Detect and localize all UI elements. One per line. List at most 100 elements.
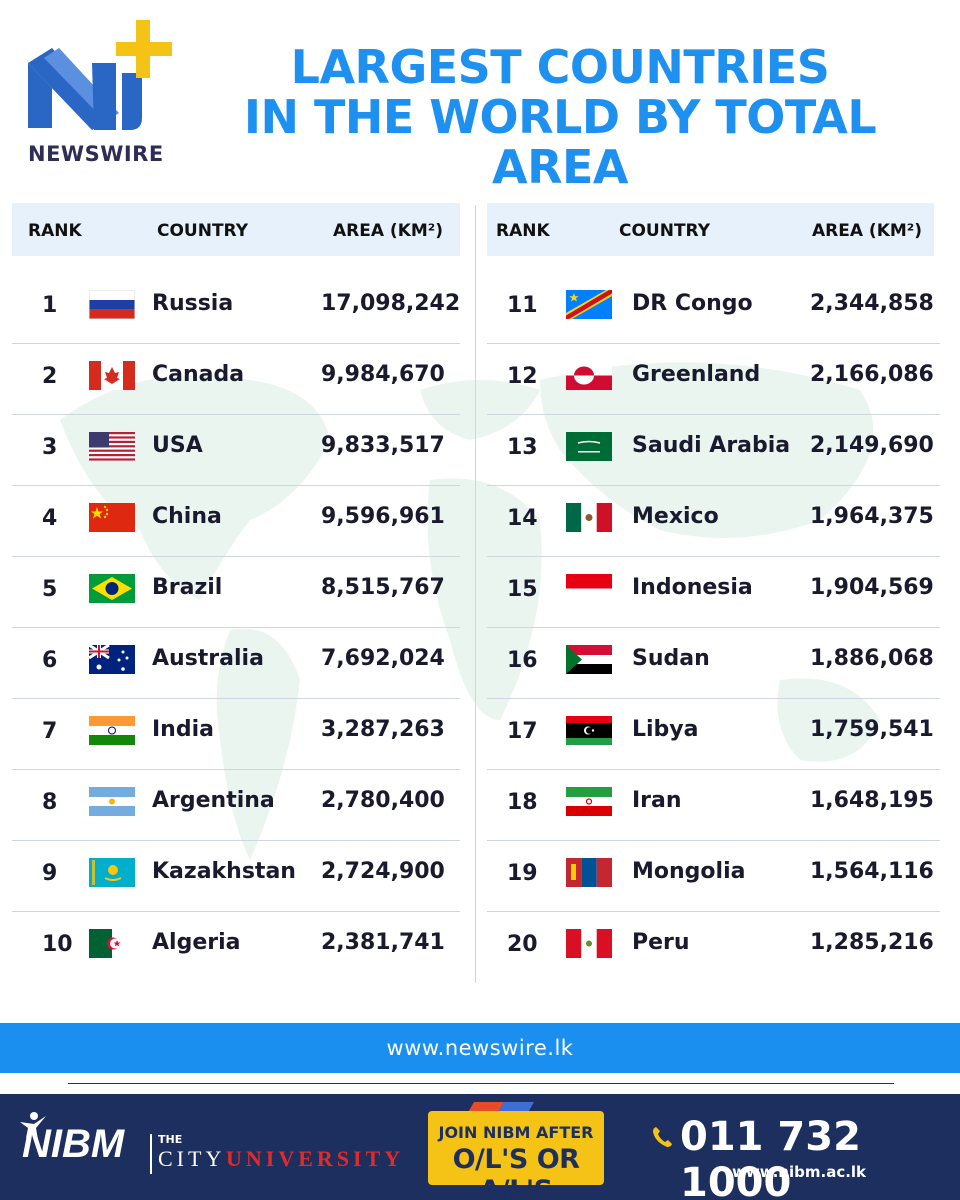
phone-number[interactable]: 011 732 1000 <box>680 1114 861 1200</box>
row-divider <box>487 840 940 841</box>
kazakhstan-flag-icon <box>89 858 135 887</box>
row-divider <box>12 911 460 912</box>
table-row: 17 Libya 1,759,541 <box>487 699 940 770</box>
university-city: CITY <box>158 1146 226 1171</box>
title-line-1: LARGEST COUNTRIES <box>290 40 830 94</box>
row-divider <box>12 556 460 557</box>
area-cell: 1,648,195 <box>810 788 934 813</box>
header-rank: RANK <box>496 221 550 241</box>
iran-flag-icon <box>566 787 612 816</box>
table-row: 8 Argentina 2,780,400 <box>12 770 460 841</box>
newswire-logo <box>28 20 172 130</box>
area-cell: 2,381,741 <box>321 930 445 955</box>
rank-cell: 18 <box>507 790 538 815</box>
table-row: 2 Canada 9,984,670 <box>12 344 460 415</box>
table-row: 19 Mongolia 1,564,116 <box>487 841 940 912</box>
row-divider <box>487 911 940 912</box>
country-cell: USA <box>152 433 203 458</box>
area-cell: 1,285,216 <box>810 930 934 955</box>
area-cell: 1,759,541 <box>810 717 934 742</box>
row-divider <box>12 698 460 699</box>
table-row: 18 Iran 1,648,195 <box>487 770 940 841</box>
brazil-flag-icon <box>89 574 135 603</box>
row-divider <box>487 769 940 770</box>
header-area: AREA (KM²) <box>812 221 923 241</box>
rank-cell: 17 <box>507 719 538 744</box>
greenland-flag-icon <box>566 361 612 390</box>
header-country: COUNTRY <box>619 221 711 241</box>
country-cell: Algeria <box>152 930 241 955</box>
table-row: 14 Mexico 1,964,375 <box>487 486 940 557</box>
table-row: 6 Australia 7,692,024 <box>12 628 460 699</box>
table-row: 3 USA 9,833,517 <box>12 415 460 486</box>
mexico-flag-icon <box>566 503 612 532</box>
website-url[interactable]: www.newswire.lk <box>386 1036 574 1060</box>
header-rank: RANK <box>28 221 82 241</box>
row-divider <box>12 769 460 770</box>
area-cell: 1,964,375 <box>810 504 934 529</box>
sudan-flag-icon <box>566 645 612 674</box>
rank-cell: 5 <box>42 577 58 602</box>
join-line-1: JOIN NIBM AFTER <box>438 1123 594 1142</box>
country-cell: DR Congo <box>632 291 753 316</box>
table-header-right: RANK COUNTRY AREA (KM²) <box>487 203 934 256</box>
nibm-website[interactable]: www.nibm.ac.lk <box>732 1163 867 1181</box>
rank-cell: 20 <box>507 932 538 957</box>
area-cell: 2,166,086 <box>810 362 934 387</box>
argentina-flag-icon <box>89 787 135 816</box>
person-figure-icon <box>20 1112 46 1140</box>
area-cell: 2,780,400 <box>321 788 445 813</box>
russia-flag-icon <box>89 290 135 319</box>
algeria-flag-icon <box>89 929 135 958</box>
country-cell: Kazakhstan <box>152 859 296 884</box>
area-cell: 2,149,690 <box>810 433 934 458</box>
area-cell: 1,564,116 <box>810 859 934 884</box>
row-divider <box>487 698 940 699</box>
saudi-arabia-flag-icon <box>566 432 612 461</box>
country-cell: Indonesia <box>632 575 753 600</box>
title-line-2: IN THE WORLD BY TOTAL AREA <box>243 90 877 194</box>
area-cell: 17,098,242 <box>321 291 461 316</box>
brand-name: NEWSWIRE <box>28 142 164 166</box>
area-cell: 1,904,569 <box>810 575 934 600</box>
row-divider <box>12 485 460 486</box>
page-title: LARGEST COUNTRIES IN THE WORLD BY TOTAL … <box>180 42 940 192</box>
rank-cell: 2 <box>42 364 58 389</box>
header-country: COUNTRY <box>157 221 249 241</box>
table-row: 12 Greenland 2,166,086 <box>487 344 940 415</box>
peru-flag-icon <box>566 929 612 958</box>
area-cell: 3,287,263 <box>321 717 445 742</box>
country-cell: Russia <box>152 291 234 316</box>
area-cell: 1,886,068 <box>810 646 934 671</box>
area-cell: 2,724,900 <box>321 859 445 884</box>
rank-cell: 12 <box>507 364 538 389</box>
row-divider <box>487 414 940 415</box>
logo-divider <box>150 1134 152 1174</box>
row-divider <box>12 414 460 415</box>
table-row: 9 Kazakhstan 2,724,900 <box>12 841 460 912</box>
canada-flag-icon <box>89 361 135 390</box>
table-row: 4 China 9,596,961 <box>12 486 460 557</box>
country-cell: Canada <box>152 362 245 387</box>
indonesia-flag-icon <box>566 574 612 603</box>
join-cta[interactable]: JOIN NIBM AFTER O/L'S OR A/L'S <box>428 1111 604 1200</box>
row-divider <box>12 840 460 841</box>
country-cell: Greenland <box>632 362 761 387</box>
country-cell: Libya <box>632 717 699 742</box>
table-row: 10 Algeria 2,381,741 <box>12 912 460 976</box>
india-flag-icon <box>89 716 135 745</box>
country-cell: Iran <box>632 788 682 813</box>
phone-icon <box>653 1127 672 1147</box>
row-divider <box>487 485 940 486</box>
country-cell: Mongolia <box>632 859 746 884</box>
rank-cell: 8 <box>42 790 58 815</box>
country-cell: Mexico <box>632 504 719 529</box>
nibm-ad-banner[interactable]: NIBM THE CITY UNIVERSITY JOIN NIBM AFTER… <box>0 1094 960 1200</box>
rank-cell: 11 <box>507 293 538 318</box>
country-cell: Australia <box>152 646 264 671</box>
nibm-logo: NIBM <box>22 1122 125 1166</box>
header-area: AREA (KM²) <box>333 221 444 241</box>
area-cell: 9,984,670 <box>321 362 445 387</box>
rank-cell: 9 <box>42 861 58 886</box>
table-row: 5 Brazil 8,515,767 <box>12 557 460 628</box>
